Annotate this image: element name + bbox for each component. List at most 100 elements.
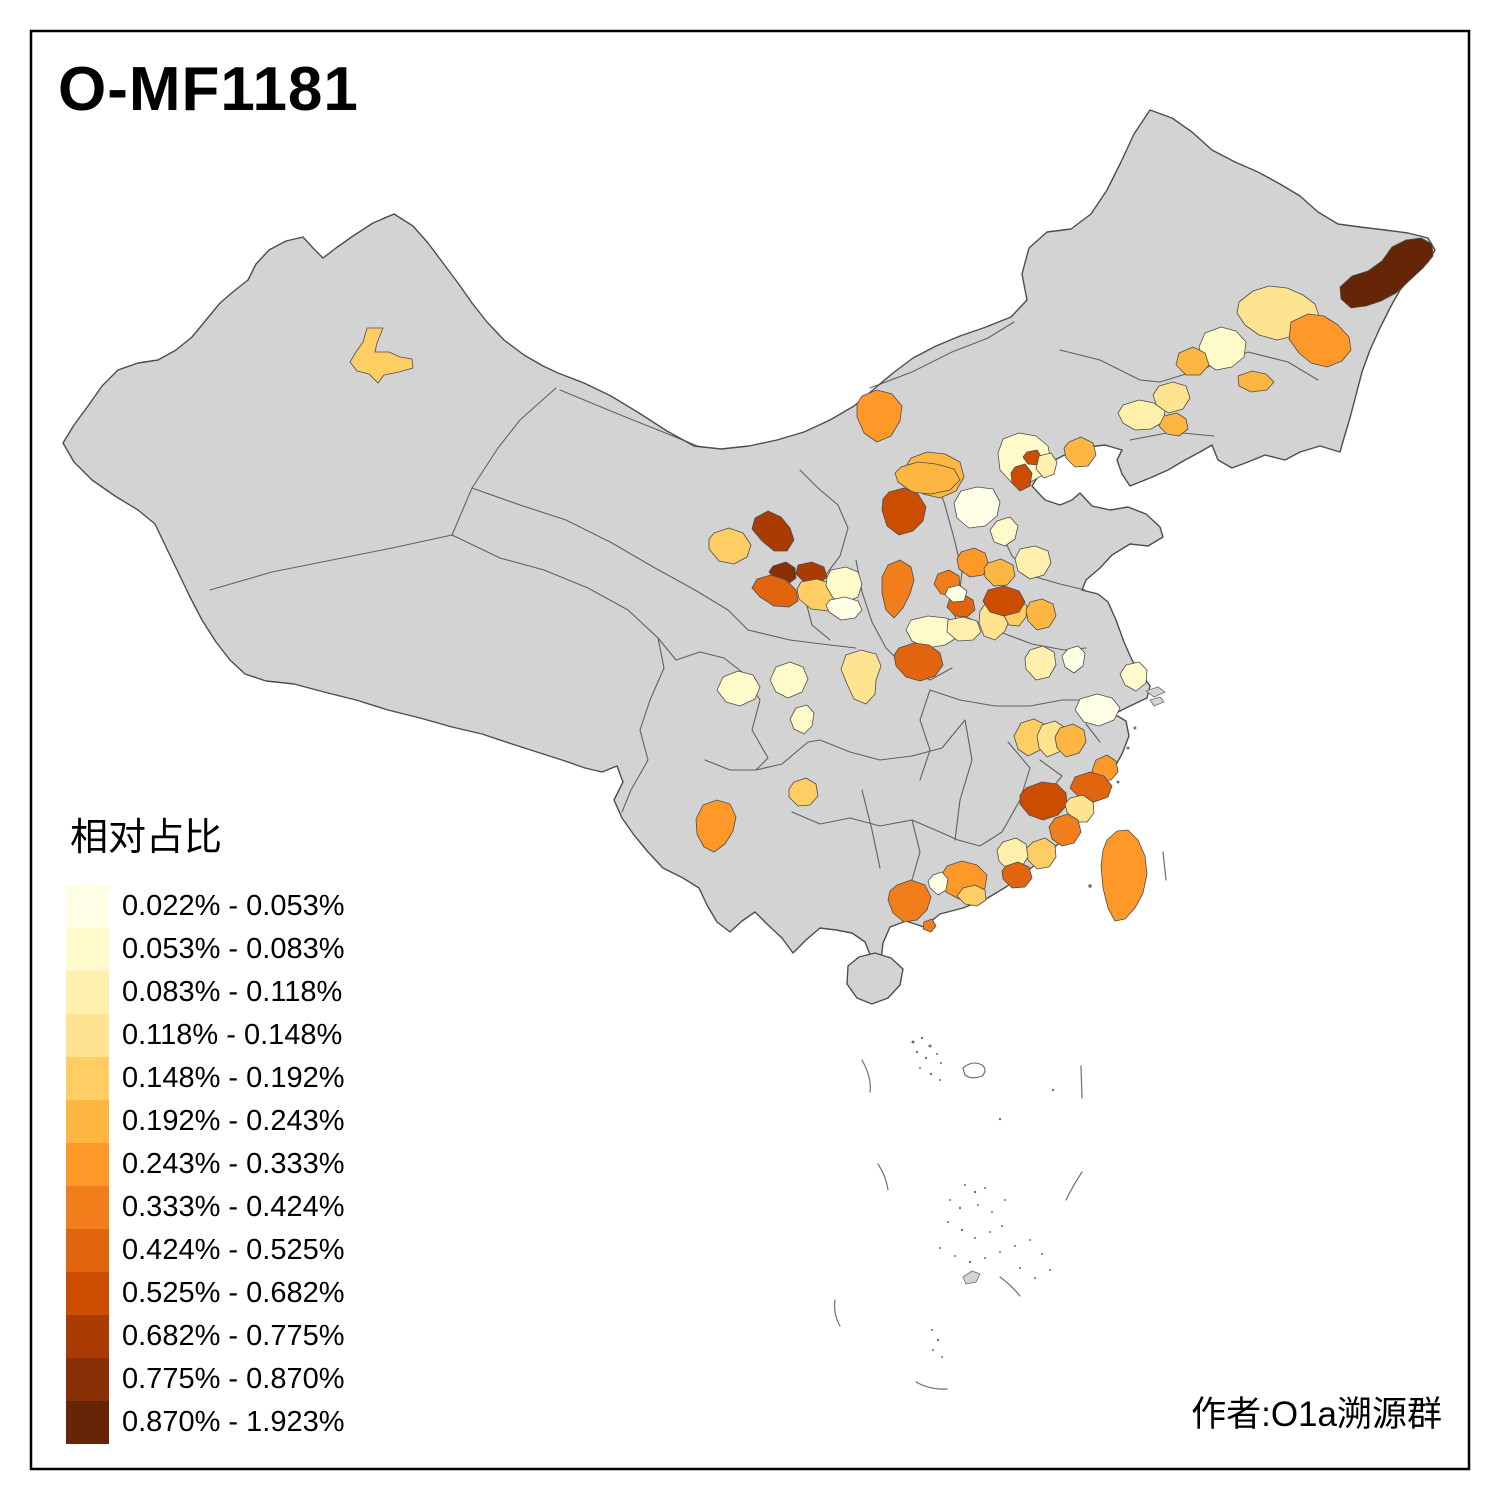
prefecture-region-gansu-4 xyxy=(751,574,799,608)
prefecture-region-shanxi-3 xyxy=(881,559,915,619)
prefecture-region-hebei-5 xyxy=(956,547,990,578)
legend-item: 0.053% - 0.083% xyxy=(66,928,344,971)
prefecture-region-guangdong-4 xyxy=(956,884,987,907)
china-mainland xyxy=(62,109,1436,961)
legend-swatch xyxy=(66,1014,109,1057)
legend-swatch xyxy=(66,1315,109,1358)
prefecture-region-henan-4 xyxy=(944,584,968,603)
prefecture-region-yunnan-1 xyxy=(695,799,737,853)
prefecture-region-anhui-3 xyxy=(1013,718,1047,757)
legend-item: 0.525% - 0.682% xyxy=(66,1272,344,1315)
prefecture-region-ne-5 xyxy=(1175,346,1210,376)
legend-item: 0.083% - 0.118% xyxy=(66,971,344,1014)
legend-swatch xyxy=(66,1272,109,1315)
legend-item: 0.775% - 0.870% xyxy=(66,1358,344,1401)
south-china-sea-marks xyxy=(833,1036,1083,1390)
prefecture-region-sichuan-3 xyxy=(789,704,815,735)
prefecture-region-gansu-8 xyxy=(825,596,863,621)
coastal-islands xyxy=(1088,686,1167,888)
prefecture-region-ne-6 xyxy=(1152,381,1191,414)
legend-swatch xyxy=(66,1358,109,1401)
legend-item: 0.333% - 0.424% xyxy=(66,1186,344,1229)
prefecture-region-tianjin-1 xyxy=(1010,463,1033,492)
prefecture-region-ne-7 xyxy=(1117,399,1166,431)
prefecture-region-hebei-3 xyxy=(953,486,1001,529)
island xyxy=(1149,696,1165,707)
prefecture-region-henan-1 xyxy=(983,558,1016,587)
prefecture-region-fujian-4 xyxy=(1048,813,1082,847)
hainan-island xyxy=(846,952,904,1005)
prefecture-region-guizhou-1 xyxy=(788,777,819,807)
prefecture-region-taiwan xyxy=(1100,829,1148,922)
prefecture-region-ne-9 xyxy=(1063,436,1097,468)
legend-item: 0.118% - 0.148% xyxy=(66,1014,344,1057)
legend-swatch xyxy=(66,1100,109,1143)
prefecture-region-shanxi-6 xyxy=(893,642,944,682)
legend-item: 0.243% - 0.333% xyxy=(66,1143,344,1186)
legend-label: 0.022% - 0.053% xyxy=(122,890,345,922)
prefecture-region-fujian-1 xyxy=(1069,771,1113,803)
legend-label: 0.525% - 0.682% xyxy=(122,1277,345,1309)
prefecture-region-guangdong-7 xyxy=(922,918,937,933)
legend-swatch xyxy=(66,1143,109,1186)
legend-label: 0.118% - 0.148% xyxy=(122,1019,343,1051)
legend-swatch xyxy=(66,885,109,928)
prefecture-region-gansu-9 xyxy=(840,649,882,705)
prefecture-region-guangdong-6 xyxy=(887,879,932,923)
prefecture-region-jiangsu-1 xyxy=(1119,661,1148,692)
legend-swatch xyxy=(66,1057,109,1100)
legend-swatch xyxy=(66,1186,109,1229)
legend: 相对占比 0.022% - 0.053% 0.053% - 0.083% 0.0… xyxy=(66,806,344,1444)
legend-label: 0.682% - 0.775% xyxy=(122,1320,345,1352)
prefecture-region-ne-1 xyxy=(1339,237,1434,309)
prefecture-region-anhui-2 xyxy=(1074,693,1121,727)
legend-item: 0.424% - 0.525% xyxy=(66,1229,344,1272)
legend-label: 0.053% - 0.083% xyxy=(122,933,345,965)
prefecture-region-im-1 xyxy=(856,389,903,443)
legend-label: 0.083% - 0.118% xyxy=(122,976,343,1008)
prefecture-region-ne-8 xyxy=(1158,412,1189,437)
legend-swatch xyxy=(66,1401,109,1444)
legend-item: 0.192% - 0.243% xyxy=(66,1100,344,1143)
attribution-text: 作者:O1a溯源群 xyxy=(1191,1395,1442,1434)
prefecture-region-shanxi-5 xyxy=(946,616,982,642)
prefecture-region-gansu-1 xyxy=(751,510,795,552)
prefecture-region-shanxi-4 xyxy=(905,615,961,649)
prefecture-region-fujian-2 xyxy=(1019,781,1068,821)
page-title: O-MF1181 xyxy=(58,55,359,124)
legend-item: 0.870% - 1.923% xyxy=(66,1401,344,1444)
island xyxy=(1145,686,1166,698)
prefecture-region-shandong-1 xyxy=(1014,545,1052,580)
legend-label: 0.424% - 0.525% xyxy=(122,1234,345,1266)
prefecture-region-ne-3 xyxy=(1288,313,1352,368)
prefecture-region-hebei-4 xyxy=(989,516,1019,547)
prefecture-region-guangdong-2 xyxy=(1001,861,1033,889)
prefecture-region-gansu-3 xyxy=(795,561,828,585)
prefecture-region-guangdong-5 xyxy=(927,871,949,896)
legend-swatch xyxy=(66,1229,109,1272)
legend-title: 相对占比 xyxy=(70,817,223,859)
prefecture-region-shandong-4 xyxy=(1025,598,1057,631)
legend-item: 0.022% - 0.053% xyxy=(66,885,344,928)
island xyxy=(962,1270,981,1285)
prefecture-region-shanxi-1 xyxy=(894,461,961,495)
legend-item: 0.148% - 0.192% xyxy=(66,1057,344,1100)
legend-label: 0.870% - 1.923% xyxy=(122,1406,345,1438)
prefecture-region-gansu-5 xyxy=(708,527,752,565)
prefecture-region-xinjiang-1 xyxy=(349,327,414,384)
prefecture-region-anhui-5 xyxy=(1054,723,1087,758)
legend-item: 0.682% - 0.775% xyxy=(66,1315,344,1358)
legend-label: 0.333% - 0.424% xyxy=(122,1191,345,1223)
prefecture-region-henan-5 xyxy=(1024,645,1057,681)
legend-label: 0.192% - 0.243% xyxy=(122,1105,345,1137)
prefecture-region-sichuan-2 xyxy=(769,661,809,699)
prefecture-region-fujian-3 xyxy=(1064,794,1095,823)
legend-label: 0.775% - 0.870% xyxy=(122,1363,345,1395)
prefecture-region-sichuan-1 xyxy=(716,670,761,707)
prefecture-region-ne-10 xyxy=(1237,370,1275,393)
legend-swatch xyxy=(66,928,109,971)
prefecture-region-shanxi-2 xyxy=(881,487,927,536)
prefecture-region-anhui-1 xyxy=(1061,645,1086,674)
prefecture-region-hebei-2 xyxy=(1035,452,1058,479)
